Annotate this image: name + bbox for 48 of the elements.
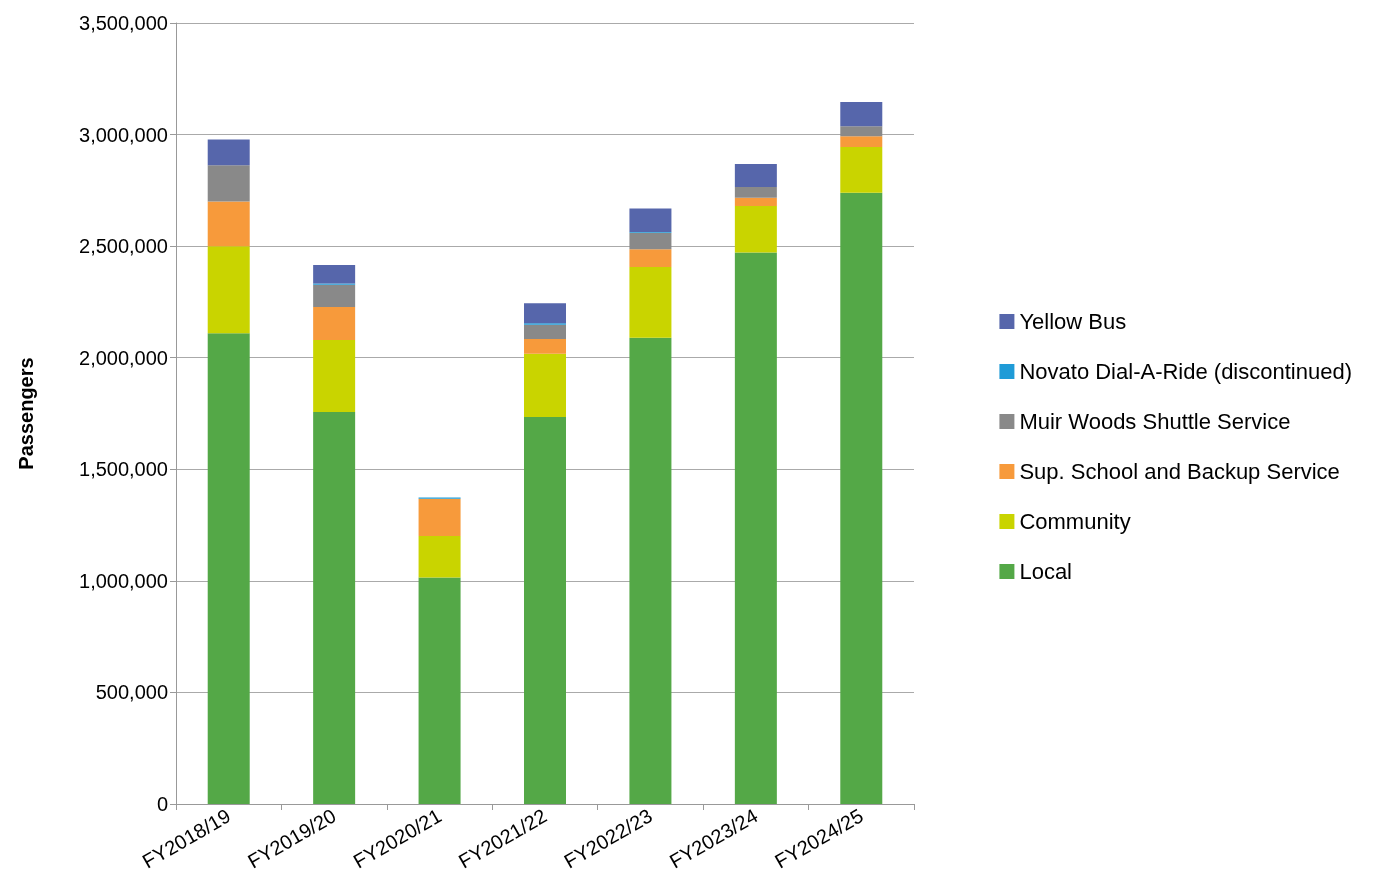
- y-tick-label: 1,500,000: [79, 458, 168, 481]
- bar: [629, 208, 672, 233]
- bar: [207, 333, 250, 804]
- bar: [840, 126, 883, 137]
- bar: [840, 136, 883, 148]
- bar: [629, 249, 672, 268]
- bar: [734, 205, 777, 253]
- bar: [418, 498, 461, 537]
- legend-label: Community: [1019, 509, 1131, 534]
- bar: [207, 246, 250, 334]
- bar: [313, 284, 356, 308]
- bar: [734, 187, 777, 198]
- bar: [734, 252, 777, 804]
- bar: [418, 536, 461, 578]
- y-tick-label: 2,500,000: [79, 235, 168, 258]
- bar: [207, 201, 250, 247]
- legend-label: Sup. School and Backup Service: [1019, 459, 1340, 484]
- y-tick-label: 3,500,000: [79, 12, 168, 34]
- y-tick-label: 0: [156, 793, 168, 815]
- bar: [524, 303, 566, 324]
- bar: [629, 267, 672, 338]
- bar: [418, 577, 461, 804]
- bar: [313, 307, 356, 341]
- bar: [734, 197, 777, 206]
- bar: [840, 147, 883, 193]
- y-tick-label: 500,000: [95, 681, 168, 704]
- legend-label: Yellow Bus: [1019, 309, 1127, 334]
- legend-label: Muir Woods Shuttle Service: [1019, 409, 1291, 434]
- bar: [524, 353, 566, 418]
- bar: [524, 338, 566, 354]
- bar: [207, 139, 250, 166]
- bar: [524, 324, 566, 339]
- bar: [629, 337, 672, 804]
- legend-label: Novato Dial-A-Ride (discontinued): [1019, 359, 1352, 384]
- bar: [629, 232, 672, 250]
- bar: [840, 101, 883, 127]
- bar: [313, 411, 356, 804]
- y-axis-title: Passengers: [15, 357, 37, 470]
- bar: [524, 417, 566, 804]
- bar: [207, 165, 250, 202]
- y-tick-label: 1,000,000: [79, 569, 168, 592]
- bar: [840, 192, 883, 804]
- y-tick-label: 3,000,000: [79, 123, 168, 146]
- bar: [313, 265, 356, 284]
- bar: [313, 340, 356, 412]
- legend-label: Local: [1019, 559, 1072, 584]
- y-tick-label: 2,000,000: [79, 346, 168, 369]
- bar: [734, 164, 777, 188]
